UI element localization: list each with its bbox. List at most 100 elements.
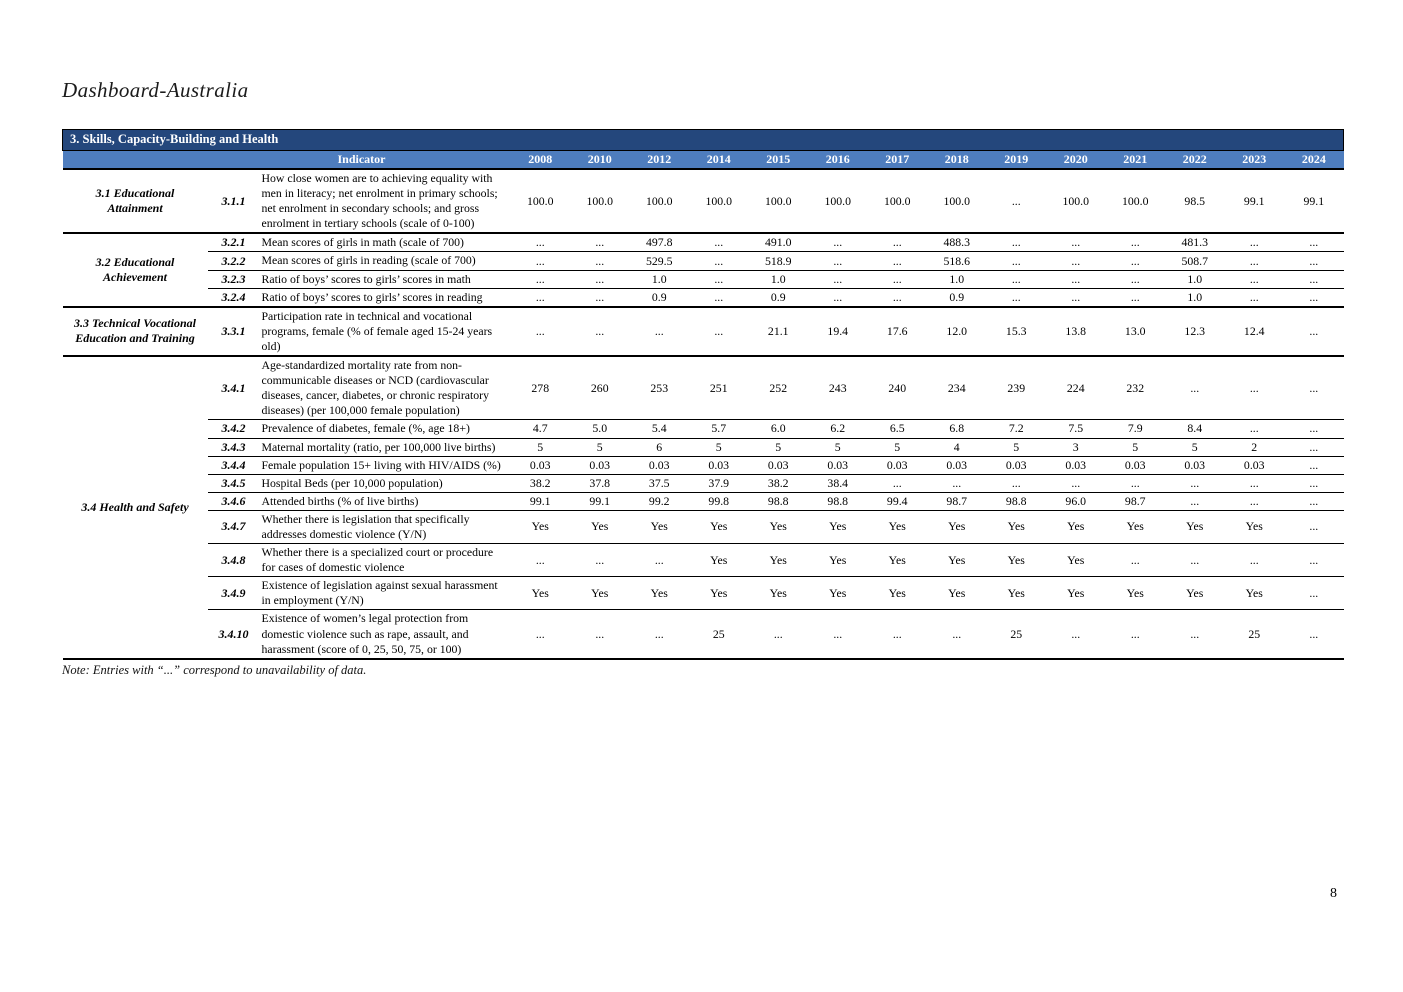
indicator-value: 6.0: [748, 419, 808, 438]
indicator-value: ...: [867, 251, 927, 271]
indicator-id: 3.2.1: [207, 232, 260, 252]
indicator-value: ...: [808, 287, 868, 307]
indicator-value: 5.0: [570, 419, 630, 438]
indicator-value: ...: [808, 232, 868, 252]
indicator-value: Yes: [1105, 576, 1165, 610]
indicator-value: ...: [510, 287, 570, 307]
indicator-value: 0.03: [689, 455, 749, 475]
indicator-value: 4.7: [510, 419, 570, 438]
indicator-value: 0.03: [629, 455, 689, 475]
table-row: 3.4.6 Attended births (% of live births) 9…: [63, 491, 1344, 511]
indicator-value: ...: [867, 269, 927, 289]
indicator-id: 3.2.3: [207, 269, 260, 289]
table-row: 3.1 Educational Attainment 3.1.1 How close…: [62, 167, 1344, 234]
year-column-header: 2021: [1105, 150, 1165, 170]
indicator-value: 0.03: [986, 455, 1046, 475]
table-row: 3.2.2 Mean scores of girls in reading (sc…: [63, 251, 1344, 271]
indicator-value: ...: [927, 609, 987, 659]
table-row: 3.3 Technical Vocational Education and T…: [62, 305, 1344, 357]
table-row: 3.4 Health and Safety 3.4.1 Age-standardiz…: [62, 355, 1344, 659]
indicator-value: Yes: [510, 509, 570, 544]
indicator-description: Mean scores of girls in reading (scale o…: [259, 251, 511, 271]
indicator-value: 100.0: [1105, 167, 1165, 234]
indicator-value: 5: [1165, 437, 1225, 457]
indicator-value: 481.3: [1165, 232, 1225, 252]
indicator-value: ...: [1284, 232, 1344, 252]
indicator-value: Yes: [1224, 509, 1284, 544]
indicator-value: 13.8: [1046, 305, 1106, 357]
indicator-value: Yes: [986, 576, 1046, 610]
year-column-header: 2022: [1165, 150, 1225, 170]
indicator-description: Participation rate in technical and voca…: [259, 305, 511, 357]
indicator-description: Hospital Beds (per 10,000 population): [259, 473, 511, 493]
indicator-value: 1.0: [927, 269, 987, 289]
indicator-value: ...: [570, 251, 630, 271]
indicator-value: 491.0: [748, 232, 808, 252]
indicator-value: 0.9: [748, 287, 808, 307]
indicator-value: 38.4: [808, 473, 868, 493]
indicator-value: ...: [1105, 543, 1165, 577]
indicator-value: 224: [1046, 355, 1106, 420]
indicator-value: 5: [986, 437, 1046, 457]
indicator-value: 6.5: [867, 419, 927, 438]
indicator-value: 12.4: [1224, 305, 1284, 357]
indicator-value: ...: [1105, 473, 1165, 493]
indicator-value: 5: [808, 437, 868, 457]
indicator-value: ...: [1284, 287, 1344, 307]
indicator-description: Age-standardized mortality rate from non…: [259, 355, 511, 420]
indicator-id: 3.3.1: [207, 305, 260, 357]
indicator-value: ...: [570, 609, 630, 659]
indicator-value: ...: [1224, 473, 1284, 493]
indicator-value: 3: [1046, 437, 1106, 457]
indicator-value: Yes: [748, 509, 808, 544]
indicator-value: ...: [1284, 305, 1344, 357]
group-name: 3.2 Educational Achievement: [62, 232, 208, 307]
indicator-description: Whether there is a specialized court or …: [259, 543, 511, 577]
group-name: 3.1 Educational Attainment: [62, 167, 208, 234]
indicator-id: 3.4.9: [207, 576, 260, 610]
indicator-value: 100.0: [748, 167, 808, 234]
indicator-value: ...: [986, 167, 1046, 234]
indicator-value: ...: [1224, 232, 1284, 252]
indicator-value: Yes: [748, 576, 808, 610]
indicator-value: 98.8: [748, 491, 808, 511]
indicator-value: Yes: [927, 509, 987, 544]
table-row: 3.4.3 Maternal mortality (ratio, per 100,…: [63, 437, 1344, 457]
indicator-value: 99.1: [1284, 167, 1344, 234]
indicator-value: 0.03: [748, 455, 808, 475]
indicator-value: 251: [689, 355, 749, 420]
group-name: 3.4 Health and Safety: [62, 355, 208, 659]
indicator-value: 243: [808, 355, 868, 420]
indicator-value: ...: [867, 609, 927, 659]
indicator-value: ...: [570, 543, 630, 577]
indicator-value: ...: [1224, 491, 1284, 511]
indicator-value: ...: [1046, 251, 1106, 271]
indicator-value: ...: [1224, 269, 1284, 289]
document-title: Dashboard-Australia: [62, 78, 249, 102]
indicator-value: 253: [629, 355, 689, 420]
indicator-value: 15.3: [986, 305, 1046, 357]
year-column-header: 2008: [510, 150, 570, 170]
indicator-value: 5: [748, 437, 808, 457]
indicator-value: 99.2: [629, 491, 689, 511]
indicator-value: Yes: [808, 509, 868, 544]
indicator-value: ...: [1284, 437, 1344, 457]
table-row: 3.2 Educational Achievement 3.2.1 Mean sco…: [62, 232, 1344, 307]
indicator-id: 3.4.10: [207, 609, 260, 659]
indicator-value: Yes: [808, 543, 868, 577]
indicator-value: ...: [867, 473, 927, 493]
table-row: 3.4.8 Whether there is a specialized cour…: [63, 543, 1344, 577]
indicator-value: 8.4: [1165, 419, 1225, 438]
indicator-value: 25: [689, 609, 749, 659]
section-header-row: 3. Skills, Capacity-Building and Health: [61, 129, 1345, 151]
indicator-value: 17.6: [867, 305, 927, 357]
indicator-value: ...: [1224, 287, 1284, 307]
indicator-value: Yes: [748, 543, 808, 577]
indicator-value: 0.03: [510, 455, 570, 475]
indicator-id: 3.4.3: [207, 437, 260, 457]
indicator-value: ...: [1284, 609, 1344, 659]
indicator-value: 99.1: [570, 491, 630, 511]
indicator-value: 260: [570, 355, 630, 420]
indicator-value: 100.0: [629, 167, 689, 234]
